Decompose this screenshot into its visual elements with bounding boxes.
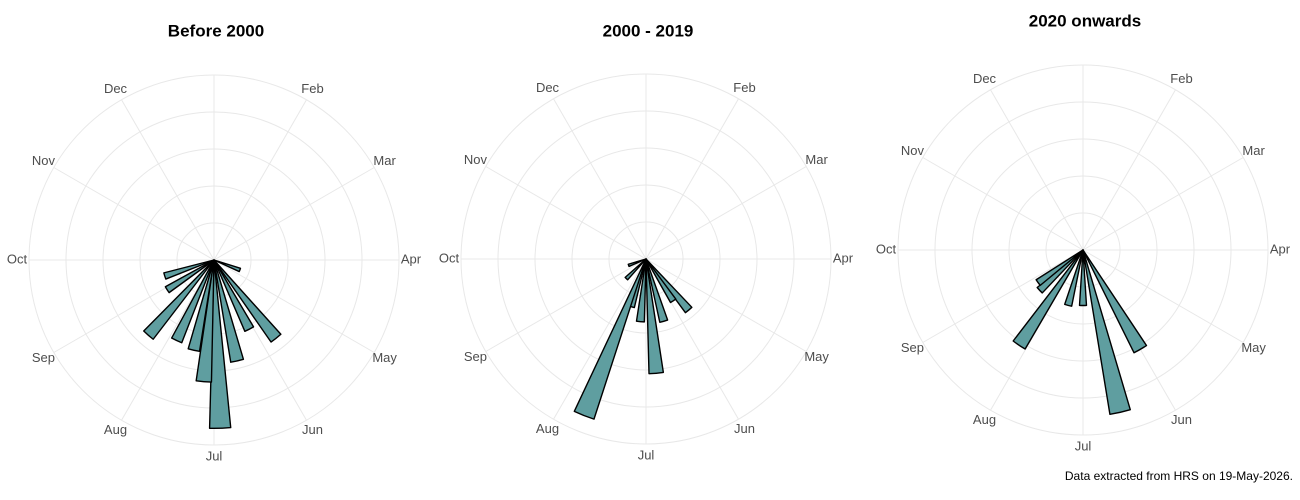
bar: [213, 259, 245, 363]
grid-spoke: [553, 258, 647, 420]
chart-title: 2000 - 2019: [603, 21, 694, 40]
grid-spoke: [1082, 249, 1244, 343]
bar: [645, 258, 665, 375]
grid-spoke: [213, 99, 307, 261]
grid-spoke: [485, 258, 647, 352]
month-label: Apr: [833, 250, 854, 265]
month-label: Sep: [901, 340, 924, 355]
month-label: Jul: [1075, 438, 1092, 453]
month-label: Sep: [32, 350, 55, 365]
month-label: Mar: [373, 153, 396, 168]
month-label: Sep: [464, 349, 487, 364]
grid-spoke: [121, 259, 215, 421]
grid-spoke: [485, 166, 647, 260]
month-label: May: [804, 349, 829, 364]
month-label: Nov: [901, 143, 925, 158]
month-label: Jun: [734, 421, 755, 436]
month-label: Aug: [973, 412, 996, 427]
bar: [213, 259, 242, 273]
bar: [164, 259, 215, 294]
month-label: Feb: [1170, 71, 1192, 86]
grid-spoke: [645, 98, 739, 260]
bar: [1064, 249, 1084, 307]
panel: Feb Mar Apr May Jun Jul Aug Sep Oct Nov Dec Before …: [7, 21, 422, 463]
month-label: Oct: [876, 241, 897, 256]
grid-spoke: [922, 249, 1084, 343]
month-label: Mar: [805, 152, 828, 167]
bar: [1035, 249, 1084, 287]
grid-spoke: [213, 259, 375, 353]
bar: [624, 258, 647, 281]
bar: [573, 258, 647, 420]
month-label: Feb: [733, 80, 755, 95]
chart-title: 2020 onwards: [1029, 11, 1141, 30]
month-label: Mar: [1242, 143, 1265, 158]
month-label: Nov: [32, 153, 56, 168]
month-label: Aug: [104, 422, 127, 437]
bar: [1082, 249, 1148, 354]
bar: [645, 258, 693, 314]
grid-spoke: [990, 89, 1084, 251]
bar: [1078, 249, 1088, 307]
month-label: May: [372, 350, 397, 365]
bar: [627, 258, 647, 268]
bar: [635, 258, 647, 323]
bar: [213, 259, 282, 343]
month-label: Dec: [104, 81, 128, 96]
month-label: Jun: [1171, 412, 1192, 427]
panel: Feb Mar Apr May Jun Jul Aug Sep Oct Nov Dec 2020 on…: [876, 11, 1291, 453]
bar: [187, 259, 215, 353]
grid-spoke: [1082, 157, 1244, 251]
bar: [208, 259, 232, 430]
month-label: May: [1241, 340, 1266, 355]
footnote: Data extracted from HRS on 19-May-2026.: [1065, 469, 1293, 483]
grid-spoke: [922, 157, 1084, 251]
month-label: Jul: [206, 448, 223, 463]
grid-spoke: [53, 167, 215, 261]
month-label: Feb: [301, 81, 323, 96]
bar: [645, 258, 677, 304]
bar: [645, 258, 669, 323]
bar: [213, 259, 255, 333]
month-label: Apr: [401, 251, 422, 266]
grid-spoke: [1082, 89, 1176, 251]
grid-spoke: [213, 167, 375, 261]
grid-spoke: [121, 99, 215, 261]
bar: [143, 259, 215, 340]
grid-spoke: [553, 98, 647, 260]
bar: [170, 259, 215, 344]
bar: [1036, 249, 1084, 294]
month-label: Oct: [7, 251, 28, 266]
month-label: Jul: [638, 447, 655, 462]
month-label: Aug: [536, 421, 559, 436]
month-label: Apr: [1270, 241, 1291, 256]
panel: Feb Mar Apr May Jun Jul Aug Sep Oct Nov Dec 2000 - …: [439, 21, 854, 462]
month-label: Dec: [536, 80, 560, 95]
month-label: Dec: [973, 71, 997, 86]
month-label: Nov: [464, 152, 488, 167]
month-label: Jun: [302, 422, 323, 437]
month-label: Oct: [439, 250, 460, 265]
grid-spoke: [645, 166, 807, 260]
chart-title: Before 2000: [168, 21, 264, 40]
grid-spoke: [645, 258, 807, 352]
bar: [163, 259, 215, 280]
bar: [1082, 249, 1131, 416]
bar: [1012, 249, 1084, 350]
